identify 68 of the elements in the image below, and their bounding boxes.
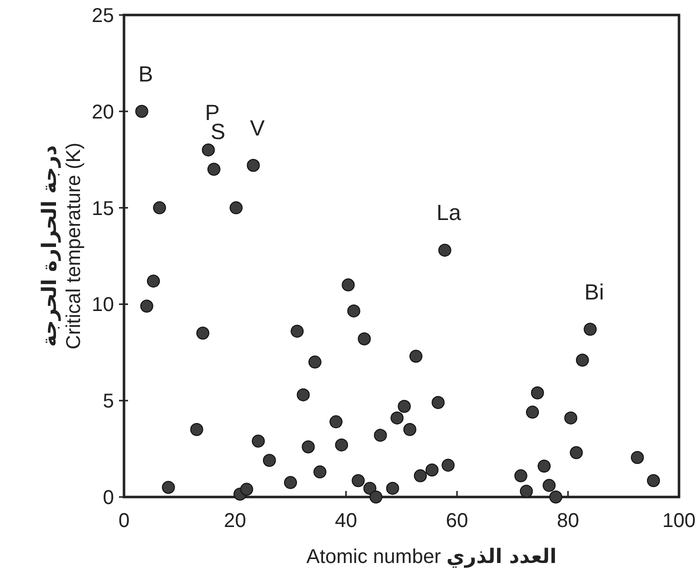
point bbox=[290, 324, 304, 338]
x-tick-label: 40 bbox=[334, 510, 358, 532]
point bbox=[403, 423, 416, 436]
point bbox=[246, 158, 260, 172]
y-tick-label: 0 bbox=[102, 487, 114, 509]
point bbox=[542, 478, 556, 492]
point bbox=[398, 400, 411, 413]
point bbox=[363, 482, 376, 495]
point bbox=[342, 278, 355, 292]
point bbox=[162, 480, 175, 494]
point bbox=[584, 322, 597, 336]
point bbox=[240, 482, 254, 496]
point bbox=[313, 465, 326, 478]
point bbox=[230, 201, 243, 214]
y-tick-label: 25 bbox=[92, 5, 114, 27]
point bbox=[262, 454, 276, 467]
point bbox=[386, 482, 400, 495]
point bbox=[414, 469, 427, 482]
point bbox=[347, 304, 360, 318]
point bbox=[646, 474, 660, 488]
point bbox=[190, 423, 204, 436]
y-tick-label: 5 bbox=[102, 390, 114, 413]
point bbox=[135, 104, 148, 118]
point bbox=[196, 326, 210, 340]
annotation: La bbox=[436, 200, 462, 226]
annotation: V bbox=[250, 115, 265, 140]
point bbox=[630, 450, 644, 464]
point bbox=[514, 469, 528, 482]
point bbox=[538, 460, 551, 473]
point bbox=[530, 386, 544, 400]
point bbox=[570, 446, 583, 460]
point bbox=[576, 354, 589, 367]
point bbox=[153, 201, 166, 214]
point bbox=[526, 406, 539, 419]
annotation: Bi bbox=[584, 279, 604, 304]
x-tick-label: 20 bbox=[224, 510, 246, 532]
point bbox=[252, 434, 265, 448]
point bbox=[369, 490, 382, 504]
point bbox=[296, 388, 310, 402]
point bbox=[564, 411, 578, 424]
x-tick-label: 100 bbox=[662, 510, 696, 532]
annotation: B bbox=[138, 61, 154, 86]
point bbox=[358, 332, 371, 346]
point bbox=[442, 458, 455, 472]
y-tick-label: 10 bbox=[92, 294, 114, 316]
point bbox=[438, 244, 452, 257]
point bbox=[335, 438, 348, 452]
point bbox=[140, 300, 154, 313]
point bbox=[549, 490, 562, 504]
point bbox=[374, 428, 387, 442]
y-tick-label: 15 bbox=[92, 198, 114, 220]
point bbox=[284, 476, 297, 490]
point bbox=[426, 464, 439, 477]
x-tick-label: 0 bbox=[118, 510, 130, 532]
point bbox=[202, 143, 215, 156]
x-tick-label: 60 bbox=[446, 510, 468, 532]
point bbox=[409, 350, 422, 363]
point bbox=[330, 415, 343, 428]
point bbox=[207, 162, 220, 176]
point bbox=[432, 396, 445, 410]
point bbox=[390, 411, 404, 424]
x-tick-label: 80 bbox=[556, 510, 580, 532]
point bbox=[352, 474, 365, 488]
point bbox=[308, 356, 322, 369]
y-tick-label: 20 bbox=[92, 101, 114, 124]
point bbox=[520, 484, 533, 498]
point bbox=[302, 440, 315, 454]
point bbox=[146, 274, 160, 288]
